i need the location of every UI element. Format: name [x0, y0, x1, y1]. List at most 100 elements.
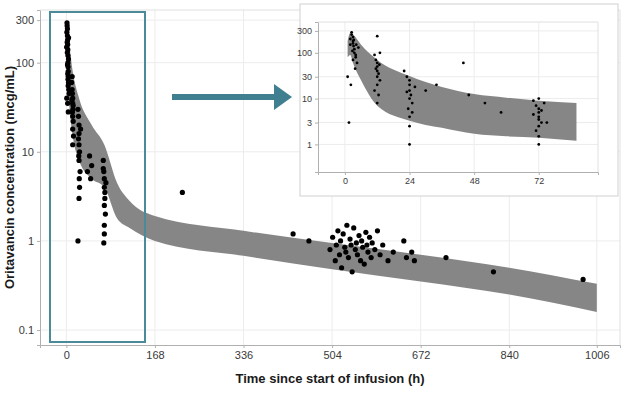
annotation [50, 12, 292, 342]
data-point [76, 196, 81, 201]
data-point [535, 129, 538, 132]
tick: 100 [16, 57, 40, 69]
tick: 72 [534, 172, 544, 186]
data-point [364, 242, 369, 247]
tick-mark [66, 345, 67, 348]
tick-label: 168 [146, 349, 164, 361]
tick-mark [37, 241, 40, 242]
data-point [362, 261, 367, 266]
data-point [330, 235, 335, 240]
tick: 168 [146, 345, 164, 361]
plot-marks [346, 31, 576, 146]
y-axis-title: Oritavancin concentration (mcg/mL) [2, 66, 17, 289]
data-point [540, 109, 543, 112]
data-point [373, 53, 376, 56]
data-point [537, 125, 540, 128]
axis-line [315, 23, 319, 173]
data-point [545, 121, 548, 124]
data-point [349, 83, 352, 86]
data-point [65, 71, 70, 76]
data-point [412, 258, 417, 263]
data-point [373, 89, 376, 92]
data-point [356, 233, 361, 238]
data-point [355, 43, 358, 46]
chart-1: 0244872131030100300 [297, 22, 599, 186]
data-point [403, 70, 406, 73]
grid [318, 22, 598, 172]
data-point [76, 158, 81, 163]
data-point [408, 143, 411, 146]
data-point [75, 238, 80, 243]
data-point [77, 185, 82, 190]
data-point [376, 83, 379, 86]
data-point [414, 86, 417, 89]
data-point [537, 111, 540, 114]
data-point [375, 228, 380, 233]
grid-line-x [243, 10, 244, 345]
data-point [69, 80, 74, 85]
data-point [88, 176, 93, 181]
frame-top [318, 22, 598, 23]
tick: 300 [297, 26, 318, 36]
data-point [500, 111, 503, 114]
data-point [66, 56, 71, 61]
tick: 48 [470, 172, 480, 186]
data-point [376, 70, 379, 73]
data-point [380, 242, 385, 247]
data-point [580, 277, 585, 282]
data-point [377, 72, 380, 75]
data-point [537, 118, 540, 121]
tick-mark [315, 123, 318, 124]
tick: 0 [343, 172, 348, 186]
data-point [405, 75, 408, 78]
data-point [404, 255, 409, 260]
data-point [408, 79, 411, 82]
axis-line [41, 346, 621, 349]
data-point [64, 96, 69, 101]
data-point [356, 62, 359, 65]
data-point [77, 176, 82, 181]
data-point [341, 231, 346, 236]
data-point [537, 115, 540, 118]
tick-mark [410, 172, 411, 175]
y-axis: 0.1110100300 [16, 11, 41, 346]
x-axis: 01683365046728401006 [41, 345, 621, 361]
tick-mark [315, 31, 318, 32]
data-point [484, 102, 487, 105]
tick-label: 3 [307, 118, 312, 128]
data-point [491, 269, 496, 274]
data-point [537, 135, 540, 138]
data-point [69, 98, 74, 103]
data-point [543, 102, 546, 105]
data-point [102, 196, 107, 201]
tick: 672 [412, 345, 430, 361]
data-point [391, 249, 396, 254]
data-point [535, 104, 538, 107]
data-point [355, 252, 360, 257]
data-point [327, 247, 332, 252]
tick-label: 48 [470, 176, 480, 186]
data-point [376, 102, 379, 105]
data-point [102, 203, 107, 208]
tick-label: 0 [64, 349, 70, 361]
data-point [65, 62, 70, 67]
tick-mark [315, 53, 318, 54]
tick-mark [315, 77, 318, 78]
data-point [65, 26, 70, 31]
data-point [401, 238, 406, 243]
tick: 1 [307, 140, 318, 150]
tick-label: 0 [343, 176, 348, 186]
axis-line [319, 173, 599, 176]
data-point [348, 121, 351, 124]
tick-mark [315, 144, 318, 145]
data-point [352, 45, 355, 48]
data-point [377, 252, 382, 257]
data-point [87, 153, 92, 158]
data-point [462, 62, 465, 65]
tick-label: 72 [534, 176, 544, 186]
data-point [374, 67, 377, 70]
data-point [349, 43, 352, 46]
tick-mark [37, 63, 40, 64]
tick: 0 [64, 345, 70, 361]
prediction-band [348, 33, 577, 141]
